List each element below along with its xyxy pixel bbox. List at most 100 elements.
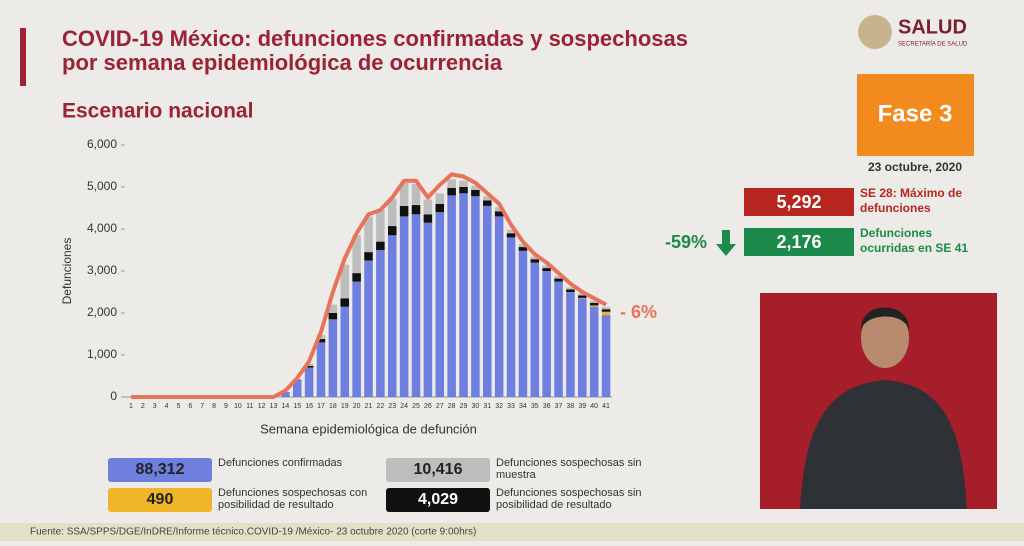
bar-segment: [507, 233, 516, 237]
x-tick-label: 23: [388, 403, 396, 410]
legend-label-box: Defunciones sospechosas sin posibilidad …: [496, 487, 656, 515]
last-value: 2,176: [776, 232, 821, 252]
bar-segment: [590, 307, 599, 397]
logo: SALUD: [898, 16, 967, 38]
bar-segment: [590, 305, 599, 306]
last-label-box: Defunciones ocurridas en SE 41: [860, 226, 990, 260]
bar-segment: [554, 279, 563, 282]
bar-segment: [412, 214, 421, 397]
x-tick-label: 41: [602, 403, 610, 410]
max-label: SE 28: Máximo de defunciones: [860, 186, 990, 216]
legend-label-box: Defunciones sospechosas con posibilidad …: [218, 487, 378, 515]
subtitle: Escenario nacional: [62, 100, 253, 123]
x-tick-label: 18: [329, 403, 337, 410]
source: Fuente: SSA/SPPS/DGE/InDRE/Informe técni…: [30, 527, 476, 538]
legend-label: Defunciones sospechosas sin muestra: [496, 457, 656, 481]
y-tick-label: 0: [110, 389, 117, 403]
x-tick-label: 17: [317, 403, 325, 410]
bar-segment: [602, 309, 611, 312]
date: 23 octubre, 2020: [868, 160, 962, 174]
bar-segment: [352, 273, 361, 281]
last-label: Defunciones ocurridas en SE 41: [860, 226, 990, 256]
accent-bar: [20, 28, 26, 86]
x-tick-label: 21: [365, 403, 373, 410]
bar-segment: [329, 313, 338, 319]
bar-segment: [400, 216, 409, 397]
bar-segment: [400, 206, 409, 217]
x-tick-label: 3: [153, 403, 157, 410]
bar-segment: [459, 181, 468, 187]
bar-segment: [471, 196, 480, 397]
x-tick-label: 4: [165, 403, 169, 410]
bar-segment: [566, 289, 575, 292]
x-tick-label: 35: [531, 403, 539, 410]
y-tick-label: 2,000: [87, 305, 117, 319]
logo-sub: SECRETARÍA DE SALUD: [898, 41, 968, 48]
bar-segment: [602, 307, 611, 309]
x-tick-label: 12: [258, 403, 266, 410]
bar-segment: [329, 319, 338, 397]
y-tick-label: 5,000: [87, 179, 117, 193]
x-tick-label: 39: [578, 403, 586, 410]
y-axis-label: Defunciones: [60, 238, 74, 305]
bar-segment: [447, 195, 456, 397]
x-tick-label: 31: [483, 403, 491, 410]
bar-segment: [554, 282, 563, 398]
x-tick-label: 8: [212, 403, 216, 410]
bar-segment: [542, 268, 551, 271]
bar-segment: [578, 298, 587, 397]
legend-label: Defunciones sospechosas con posibilidad …: [218, 487, 378, 511]
legend-label-box: Defunciones sospechosas sin muestra: [496, 457, 656, 485]
bar-segment: [424, 200, 433, 215]
legend-total: 490: [147, 491, 174, 508]
bar-segment: [590, 303, 599, 306]
bar-segment: [364, 261, 373, 398]
bar-segment: [519, 251, 528, 397]
x-tick-label: 16: [305, 403, 313, 410]
bar-segment: [364, 252, 373, 260]
x-tick-label: 37: [555, 403, 563, 410]
change: -59%: [665, 232, 707, 252]
bar-segment: [388, 235, 397, 397]
bar-segment: [602, 312, 611, 315]
bar-segment: [376, 210, 385, 242]
max-label-box: SE 28: Máximo de defunciones: [860, 186, 990, 220]
x-axis-label: Semana epidemiológica de defunción: [260, 421, 477, 436]
bar-segment: [447, 188, 456, 196]
bar-segment: [317, 342, 326, 397]
bar-segment: [424, 214, 433, 222]
legend-total: 4,029: [418, 491, 458, 508]
x-tick-label: 28: [448, 403, 456, 410]
x-tick-label: 10: [234, 403, 242, 410]
x-tick-label: 32: [495, 403, 503, 410]
y-tick-label: 3,000: [87, 263, 117, 277]
bar-segment: [305, 368, 314, 397]
legend-label: Defunciones sospechosas sin posibilidad …: [496, 487, 656, 511]
legend-label: Defunciones confirmadas: [218, 457, 378, 469]
x-tick-label: 33: [507, 403, 515, 410]
max-value: 5,292: [776, 192, 821, 212]
x-tick-label: 7: [200, 403, 204, 410]
bar-segment: [602, 315, 611, 397]
bar-segment: [424, 223, 433, 397]
x-tick-label: 6: [188, 403, 192, 410]
legend-total: 88,312: [136, 461, 185, 478]
end-change: - 6%: [620, 302, 657, 322]
x-tick-label: 5: [176, 403, 180, 410]
x-tick-label: 19: [341, 403, 349, 410]
bar-segment: [412, 205, 421, 214]
bar-segment: [471, 190, 480, 196]
bar-segment: [542, 271, 551, 397]
x-tick-label: 29: [460, 403, 468, 410]
bar-segment: [340, 307, 349, 397]
x-tick-label: 27: [436, 403, 444, 410]
x-tick-label: 1: [129, 403, 133, 410]
legend-label-box: Defunciones confirmadas: [218, 457, 378, 485]
y-tick-label: 6,000: [87, 137, 117, 151]
bar-segment: [483, 206, 492, 397]
x-tick-label: 30: [472, 403, 480, 410]
x-tick-label: 2: [141, 403, 145, 410]
bar-segment: [483, 200, 492, 205]
bar-segment: [435, 193, 444, 204]
